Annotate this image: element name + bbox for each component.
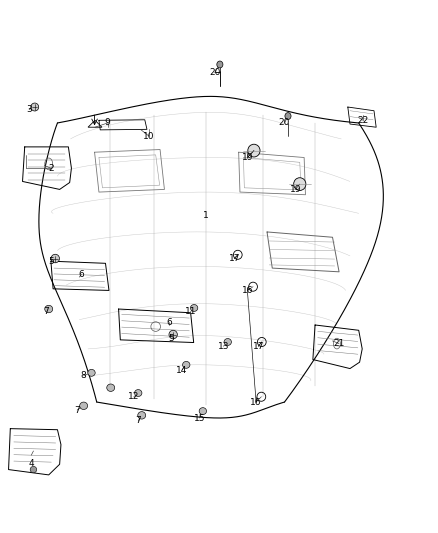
Text: 6: 6 <box>78 270 85 279</box>
Text: 10: 10 <box>143 132 155 141</box>
Text: 17: 17 <box>229 254 240 263</box>
Ellipse shape <box>31 103 39 111</box>
Ellipse shape <box>80 402 88 409</box>
Ellipse shape <box>183 361 190 368</box>
Text: 20: 20 <box>279 118 290 127</box>
Ellipse shape <box>107 384 115 391</box>
Text: 17: 17 <box>253 342 264 351</box>
Text: 19: 19 <box>242 153 253 162</box>
Text: 12: 12 <box>128 392 140 401</box>
Ellipse shape <box>285 112 291 119</box>
Text: 7: 7 <box>44 307 49 316</box>
Text: 19: 19 <box>290 185 301 194</box>
Text: 8: 8 <box>81 371 87 380</box>
Ellipse shape <box>134 390 142 397</box>
Ellipse shape <box>138 411 146 419</box>
Ellipse shape <box>217 61 223 68</box>
Ellipse shape <box>51 254 60 263</box>
Text: 22: 22 <box>357 116 369 125</box>
Text: 5: 5 <box>168 334 174 343</box>
Ellipse shape <box>248 144 260 157</box>
Ellipse shape <box>199 408 207 415</box>
Text: 21: 21 <box>333 339 345 348</box>
Text: 9: 9 <box>105 118 110 127</box>
Text: 11: 11 <box>185 307 196 316</box>
Ellipse shape <box>30 466 37 473</box>
Text: 16: 16 <box>251 398 262 407</box>
Text: 14: 14 <box>176 366 187 375</box>
Text: 7: 7 <box>74 406 80 415</box>
Text: 6: 6 <box>166 318 172 327</box>
Text: 16: 16 <box>242 286 253 295</box>
Text: 4: 4 <box>28 459 34 467</box>
Text: 13: 13 <box>218 342 229 351</box>
Text: 3: 3 <box>26 105 32 114</box>
Ellipse shape <box>293 177 306 190</box>
Text: 5: 5 <box>48 257 54 265</box>
Ellipse shape <box>224 338 231 345</box>
Text: 20: 20 <box>209 68 220 77</box>
Ellipse shape <box>169 330 177 339</box>
Text: 7: 7 <box>135 416 141 425</box>
Ellipse shape <box>191 304 198 311</box>
Text: 15: 15 <box>194 414 205 423</box>
Ellipse shape <box>45 305 53 313</box>
Ellipse shape <box>88 369 95 376</box>
Text: 2: 2 <box>48 164 54 173</box>
Text: 1: 1 <box>203 212 209 221</box>
